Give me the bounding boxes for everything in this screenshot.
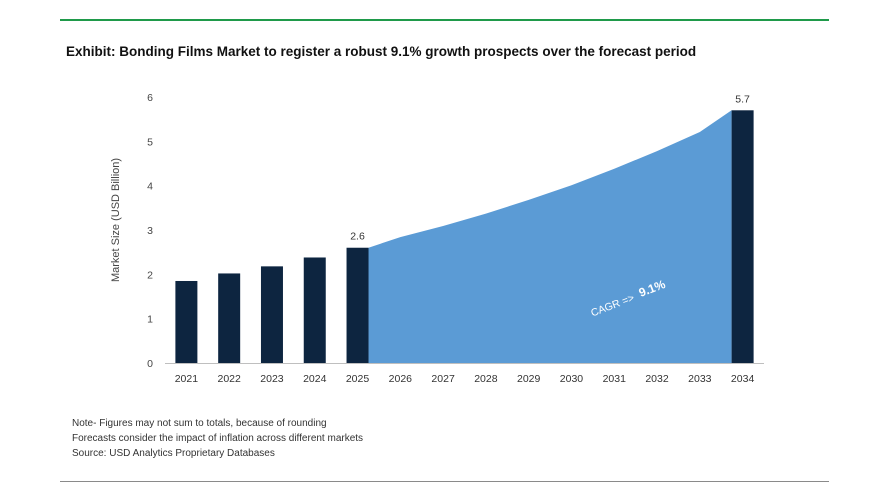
x-axis: 2021 2022 2023 2024 2025 2026 2027 2028 2029 2030…: [165, 363, 764, 385]
top-rule: [60, 19, 829, 21]
bar-2034: [731, 110, 754, 363]
y-tick-label: 4: [147, 181, 153, 193]
x-tick-label: 2029: [517, 373, 541, 385]
y-axis: 0 1 2 3 4 5 6: [147, 92, 153, 370]
bar-2024: [303, 257, 326, 363]
forecast-area: [368, 110, 732, 363]
data-label-2034: 5.7: [735, 93, 750, 105]
data-label-layer: 2.6 5.7: [350, 93, 750, 242]
data-label-2025: 2.6: [350, 231, 365, 243]
footnote-rounding: Note- Figures may not sum to totals, bec…: [72, 418, 327, 429]
bottom-rule: [60, 481, 829, 482]
y-tick-label: 6: [147, 92, 153, 104]
x-tick-label: 2031: [603, 373, 627, 385]
bar-2022: [218, 273, 241, 363]
y-axis-label: Market Size (USD Billion): [110, 158, 122, 282]
x-tick-label: 2028: [474, 373, 498, 385]
x-tick-label: 2024: [303, 373, 327, 385]
footnote-inflation: Forecasts consider the impact of inflati…: [72, 433, 364, 444]
x-tick-label: 2025: [346, 373, 370, 385]
footnote-source: Source: USD Analytics Proprietary Databa…: [72, 448, 275, 459]
y-tick-label: 0: [147, 358, 153, 370]
footnotes: Note- Figures may not sum to totals, bec…: [72, 416, 363, 461]
bar-2023: [260, 266, 283, 363]
forecast-area-layer: [368, 110, 732, 363]
x-tick-label: 2027: [431, 373, 455, 385]
x-tick-label: 2033: [688, 373, 712, 385]
x-tick-label: 2026: [389, 373, 413, 385]
bar-layer: [175, 110, 754, 363]
exhibit-title: Exhibit: Bonding Films Market to registe…: [66, 44, 697, 59]
bar-2021: [175, 280, 198, 363]
x-tick-label: 2022: [217, 373, 241, 385]
x-tick-label: 2034: [731, 373, 755, 385]
bar-2025: [346, 247, 369, 363]
x-tick-label: 2021: [175, 373, 199, 385]
y-tick-label: 1: [147, 314, 153, 326]
y-tick-label: 2: [147, 269, 153, 281]
x-tick-label: 2023: [260, 373, 284, 385]
y-tick-label: 3: [147, 225, 153, 237]
x-tick-label: 2030: [560, 373, 584, 385]
x-tick-label: 2032: [645, 373, 669, 385]
y-tick-label: 5: [147, 136, 153, 148]
